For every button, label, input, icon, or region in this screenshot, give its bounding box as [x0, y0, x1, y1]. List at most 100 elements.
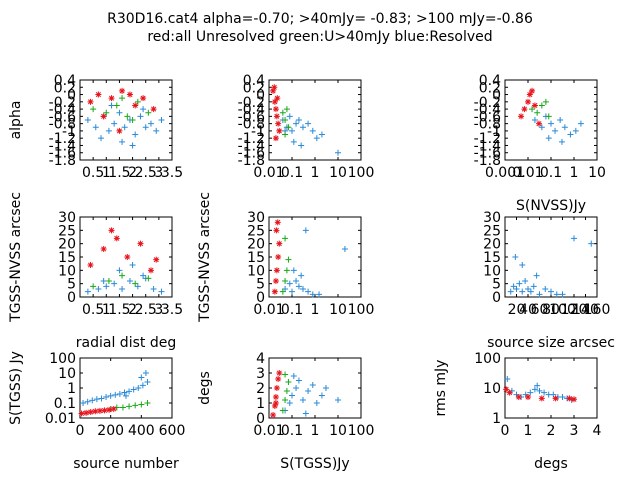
data-point [119, 87, 126, 94]
y-tick-label: 10 [483, 263, 501, 279]
data-point [305, 288, 312, 295]
x-tick-label: 1 [311, 165, 320, 181]
data-point [105, 278, 112, 284]
y-tick-label: 1 [492, 411, 501, 427]
x-tick-label: 2 [547, 423, 556, 439]
y-tick-label: -0.4 [49, 102, 76, 118]
data-point [335, 149, 341, 156]
y-tick-label: 0 [256, 88, 265, 104]
y-tick-label: 0.01 [45, 411, 76, 427]
x-axis-label: source number [73, 456, 179, 472]
data-point [536, 291, 543, 298]
data-point [153, 256, 160, 263]
data-point [276, 370, 283, 376]
data-point [567, 131, 574, 138]
data-point [95, 286, 102, 292]
data-point [295, 377, 302, 384]
data-point [545, 135, 552, 142]
data-point [110, 405, 117, 412]
y-tick-label: 0.2 [54, 80, 76, 96]
data-point [140, 106, 147, 113]
data-point [559, 291, 566, 298]
data-point [566, 395, 573, 402]
x-tick-label: 10 [329, 165, 347, 181]
data-point [116, 390, 123, 397]
y-tick-label: 0.4 [54, 73, 76, 89]
x-tick-label: 120 [561, 302, 588, 318]
data-point [145, 275, 152, 282]
y-tick-label: 30 [247, 210, 265, 226]
y-tick-label: 1 [256, 396, 265, 412]
series-green [279, 235, 292, 295]
data-point [542, 98, 549, 105]
x-tick-label: 1 [524, 423, 533, 439]
series-green [279, 106, 292, 138]
y-tick-label: 30 [483, 210, 501, 226]
data-point [279, 109, 286, 116]
x-tick-label: 100 [348, 165, 375, 181]
data-point [289, 392, 295, 399]
data-point [135, 385, 142, 391]
data-point [106, 406, 113, 413]
data-point [134, 283, 141, 290]
panel-alpha-vs-stgss: 0.010.1 1 10 1000.40.20-0.2-0.4-0.6-0.8-1-1… [238, 73, 375, 181]
x-tick-label: 100 [348, 302, 375, 318]
series-green [90, 272, 152, 290]
data-point [516, 280, 523, 287]
data-point [536, 387, 543, 394]
y-tick-label: 10 [58, 366, 76, 382]
data-point [504, 375, 511, 382]
data-point [83, 409, 90, 416]
y-tick-label: -0.4 [238, 102, 265, 118]
data-point [272, 135, 279, 142]
data-point [275, 376, 282, 382]
data-point [132, 131, 139, 138]
y-tick-label: -0.4 [474, 102, 501, 118]
y-tick-label: 100 [49, 351, 76, 367]
data-point [150, 286, 157, 292]
x-tick-label: 160 [584, 302, 611, 318]
y-tick-label: 4 [256, 351, 265, 367]
data-point [124, 254, 131, 260]
y-tick-label: -1 [62, 124, 76, 140]
data-point [150, 106, 157, 113]
data-point [111, 120, 118, 127]
x-tick-label: 40 [519, 302, 537, 318]
data-point [283, 388, 290, 394]
y-tick-label: 15 [58, 250, 76, 266]
x-tick-label: 1.5 [108, 165, 130, 181]
data-point [100, 246, 107, 252]
x-tick-label: 1 [570, 165, 579, 181]
data-point [316, 291, 323, 298]
data-point [101, 407, 108, 414]
plot-frame [79, 79, 173, 161]
data-point [276, 127, 283, 134]
data-point [119, 404, 126, 411]
plot-frame [268, 216, 362, 298]
data-point [572, 127, 579, 134]
data-point [87, 262, 94, 268]
data-point [525, 98, 531, 105]
data-point [553, 291, 560, 298]
series-green [529, 98, 552, 120]
data-point [512, 254, 519, 260]
y-tick-label: -1.2 [49, 131, 76, 147]
y-tick-label: 10 [483, 381, 501, 397]
series-green [279, 371, 292, 414]
data-point [145, 109, 152, 116]
data-point [545, 113, 552, 120]
data-point [279, 288, 286, 295]
data-point [272, 394, 279, 400]
data-point [552, 127, 559, 134]
plot-frame [504, 216, 598, 298]
data-point [285, 124, 292, 131]
x-tick-label: 3 [154, 302, 163, 318]
y-tick-label: -1.2 [238, 131, 265, 147]
y-tick-label: -1 [251, 124, 265, 140]
y-tick-label: -1.8 [474, 153, 501, 169]
data-point [309, 291, 316, 298]
x-tick-label: 0.001 [485, 165, 525, 181]
data-point [142, 124, 149, 131]
data-point [142, 370, 149, 376]
